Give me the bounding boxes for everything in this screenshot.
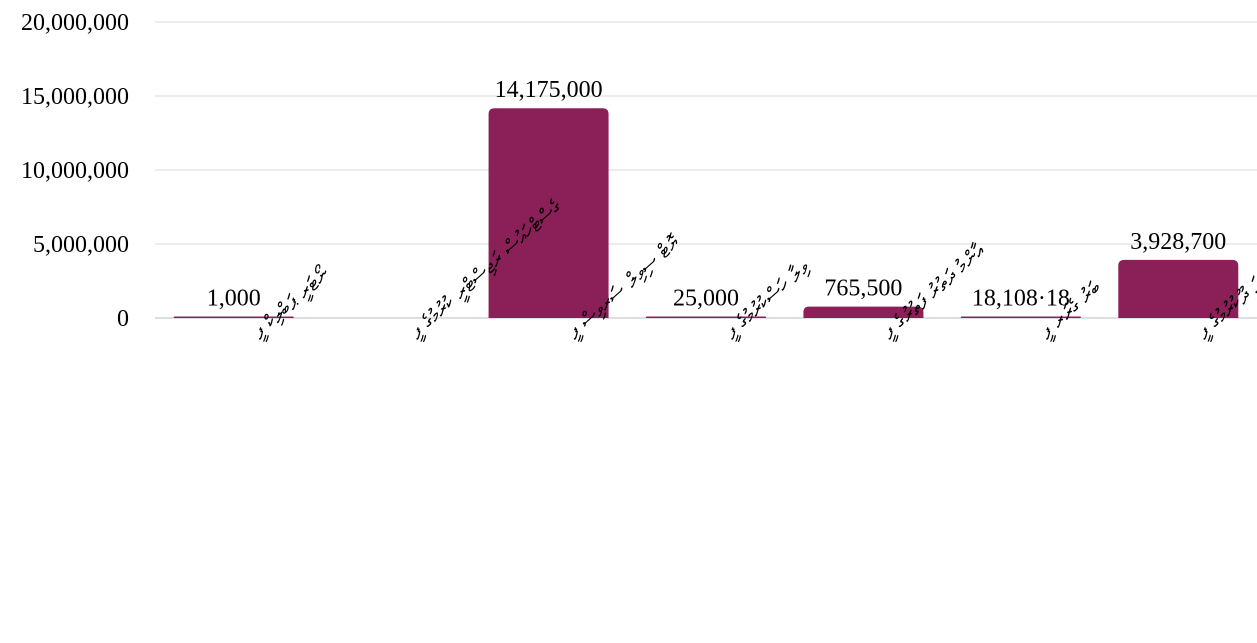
y-tick-label: 5,000,000 — [33, 232, 129, 258]
bar-layer — [173, 108, 1239, 319]
data-label: 1,000 — [207, 286, 261, 312]
bar — [488, 108, 609, 319]
x-axis-category-labels: ނޯޓަރީ ޕަބްލިކް ފީ ގެސްޓްހައުސް ރަޖިސްޓްރ… — [247, 194, 1257, 345]
y-tick-label: 0 — [117, 306, 129, 332]
data-label: 18,108·18 — [972, 286, 1070, 312]
bar — [1118, 259, 1239, 318]
data-labels: 1,000 14,175,000 25,000 765,500 18,108·18 3,9… — [207, 77, 1227, 311]
bar — [646, 316, 766, 318]
data-label: 14,175,000 — [495, 77, 603, 103]
y-tick-label: 20,000,000 — [21, 10, 129, 36]
y-tick-label: 10,000,000 — [21, 158, 129, 184]
bar — [803, 306, 924, 318]
bar — [173, 316, 294, 318]
bar — [960, 316, 1081, 318]
y-axis-tick-labels: 0 5,000,000 10,000,000 15,000,000 20,000,000 — [21, 10, 129, 332]
data-label: 3,928,700 — [1130, 229, 1226, 255]
y-tick-label: 15,000,000 — [21, 84, 129, 110]
data-label: 765,500 — [824, 276, 902, 302]
data-label: 25,000 — [673, 286, 739, 312]
